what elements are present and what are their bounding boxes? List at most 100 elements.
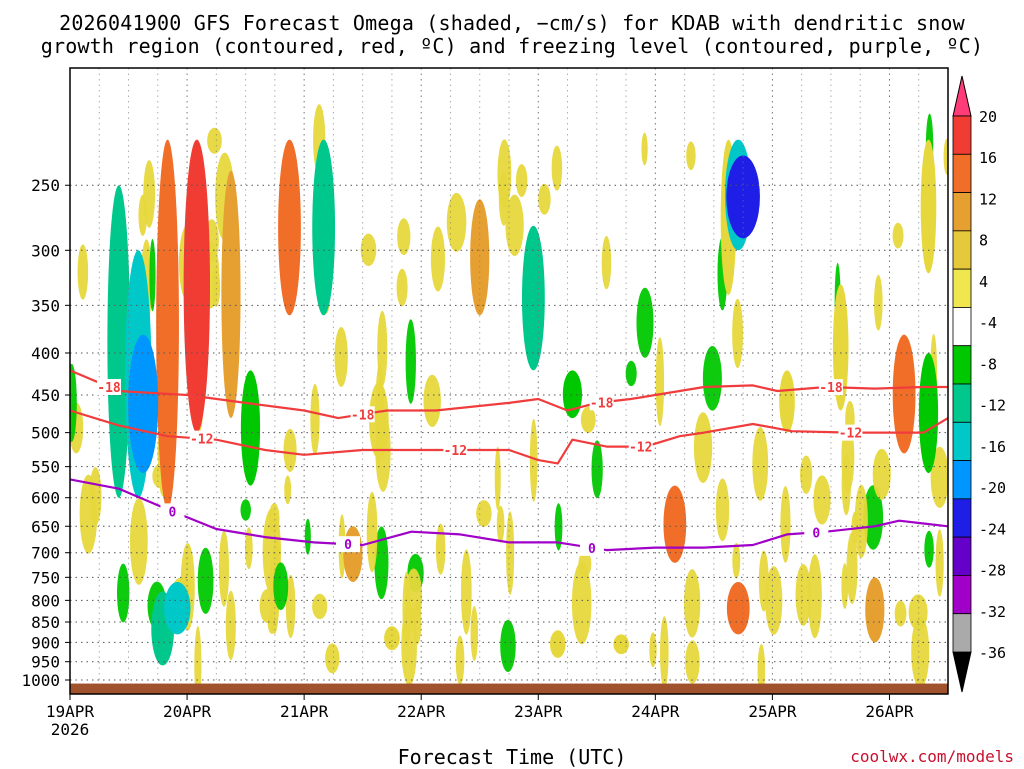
omega-cell	[779, 370, 795, 433]
y-tick-label: 800	[31, 591, 60, 610]
omega-streak	[496, 505, 505, 543]
x-axis-title: Forecast Time (UTC)	[397, 745, 627, 769]
contour-label-bg	[350, 406, 375, 423]
omega-streak	[470, 606, 479, 661]
contour-label: -18	[819, 381, 843, 396]
omega-streak	[800, 455, 813, 494]
omega-streak	[693, 412, 713, 483]
y-tick-label: 850	[31, 613, 60, 632]
omega-streak	[285, 574, 296, 639]
omega-streak	[641, 132, 648, 166]
contour-label-bg	[443, 442, 468, 459]
omega-streak	[366, 491, 378, 573]
x-tick-label: 19APR	[46, 702, 95, 721]
omega-streak	[225, 590, 236, 661]
omega-streak	[660, 616, 669, 690]
omega-streak	[908, 594, 928, 631]
x-tick-label: 20APR	[163, 702, 212, 721]
y-tick-label: 400	[31, 344, 60, 363]
omega-streak	[551, 145, 563, 191]
colorbar-label: 12	[979, 190, 997, 208]
plot-frame	[69, 67, 949, 695]
omega-cell	[278, 139, 301, 316]
omega-streak	[396, 268, 408, 307]
ground-surface	[70, 683, 948, 694]
omega-streak	[240, 499, 251, 521]
omega-shading-layer	[70, 104, 948, 694]
omega-streak	[752, 427, 769, 501]
omega-streak	[325, 643, 340, 674]
omega-cell	[865, 577, 885, 643]
omega-streak	[580, 406, 596, 433]
y-tick-label: 1000	[21, 671, 60, 690]
omega-streak	[374, 526, 389, 600]
credit-link[interactable]: coolwx.com/models	[850, 747, 1014, 766]
omega-cell	[312, 139, 336, 316]
colorbar-label: -4	[979, 314, 997, 332]
omega-streak	[259, 589, 276, 624]
omega-streak	[446, 192, 467, 252]
omega-cell	[343, 526, 363, 583]
x-tick-label: 25APR	[748, 702, 797, 721]
omega-streak	[571, 561, 592, 645]
y-tick-label: 750	[31, 568, 60, 587]
omega-streak	[70, 363, 77, 442]
colorbar-bottom-arrow	[952, 651, 972, 693]
colorbar-label: -8	[979, 355, 997, 373]
omega-streak	[273, 562, 289, 611]
dotted-grid	[70, 68, 948, 694]
omega-streak	[894, 600, 907, 627]
omega-streak	[813, 475, 831, 525]
colorbar-label: -12	[979, 397, 1006, 415]
omega-streak	[397, 218, 411, 256]
omega-streak	[500, 619, 516, 672]
omega-cell	[832, 284, 849, 411]
omega-streak	[732, 543, 741, 579]
omega-streak	[283, 428, 297, 472]
omega-streak	[892, 222, 904, 249]
omega-cell	[240, 370, 261, 486]
omega-streak	[636, 287, 654, 358]
y-tick-label: 300	[31, 241, 60, 260]
contour-label: -18	[97, 381, 121, 396]
contour-label-bg	[579, 539, 604, 556]
contour-label: 0	[588, 542, 596, 557]
omega-streak	[497, 139, 512, 209]
colorbar-bin	[952, 498, 972, 538]
colorbar-label: -24	[979, 520, 1006, 538]
contour-label: -18	[351, 408, 375, 423]
colorbar-bin	[952, 230, 972, 270]
contour-label-bg	[189, 430, 214, 447]
omega-streak	[649, 632, 657, 668]
y-tick-label: 650	[31, 517, 60, 536]
omega-streak	[423, 374, 441, 427]
contour-layer: -18 -18 -18 -18 -12 -12 -12 -12 0 0 0 0	[70, 369, 948, 557]
contour-label-bg	[628, 438, 653, 455]
omega-streak	[601, 236, 612, 290]
colorbar-bin	[952, 536, 972, 576]
colorbar-bin	[952, 421, 972, 461]
contour-label: -12	[839, 427, 862, 442]
pressure-axis: 2503003504004505005506006507007508008509…	[21, 176, 70, 690]
omega-streak	[538, 183, 551, 215]
chart-title-line1: 2026041900 GFS Forecast Omega (shaded, −…	[59, 11, 965, 35]
omega-streak	[807, 554, 822, 639]
omega-streak	[129, 498, 148, 585]
colorbar-label: 8	[979, 232, 988, 250]
contour--12C	[70, 409, 948, 465]
omega-cell	[920, 139, 937, 274]
omega-streak	[655, 337, 665, 427]
omega-cell	[107, 185, 131, 498]
omega-streak	[591, 440, 603, 499]
contour-label: -12	[629, 441, 652, 456]
contour--18C	[70, 369, 948, 420]
colorbar-label: -36	[979, 644, 1006, 662]
omega-cell	[156, 139, 179, 510]
contour-label: -12	[444, 444, 467, 459]
colorbar-top-arrow	[952, 75, 972, 117]
omega-streak	[138, 194, 148, 236]
omega-cell	[663, 485, 687, 563]
y-tick-label: 250	[31, 176, 60, 195]
y-tick-label: 700	[31, 544, 60, 563]
